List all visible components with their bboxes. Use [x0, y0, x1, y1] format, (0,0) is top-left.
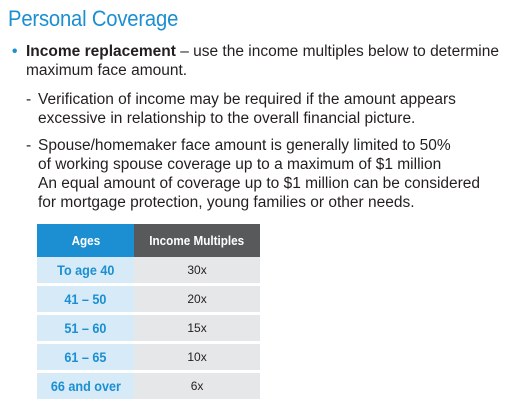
table-row: 66 and over 6x: [37, 371, 260, 402]
table-row: 61 – 65 10x: [37, 342, 260, 373]
multiple-cell: 15x: [134, 313, 260, 344]
table-header-row: Ages Income Multiples: [37, 224, 260, 257]
age-cell: 61 – 65: [37, 342, 135, 373]
sub-item-spouse-limit: - Spouse/homemaker face amount is genera…: [26, 136, 502, 212]
multiple-cell: 30x: [134, 257, 260, 286]
column-header-ages: Ages: [37, 224, 135, 257]
sub-item-line: Spouse/homemaker face amount is generall…: [38, 137, 451, 154]
age-cell: 41 – 50: [37, 284, 135, 315]
page-title: Personal Coverage: [8, 6, 179, 31]
table-row: 41 – 50 20x: [37, 284, 260, 315]
multiple-cell: 20x: [134, 284, 260, 315]
sub-item-line: An equal amount of coverage up to $1 mil…: [38, 175, 481, 192]
multiple-cell: 6x: [134, 371, 260, 402]
sub-item-line: for mortgage protection, young families …: [38, 194, 415, 211]
age-cell: To age 40: [37, 257, 135, 286]
bullet-dot: •: [12, 43, 18, 60]
age-cell: 51 – 60: [37, 313, 135, 344]
sub-item-dash: -: [26, 137, 32, 154]
sub-item-line: Verification of income may be required i…: [38, 91, 456, 108]
income-replacement-bullet: • Income replacement – use the income mu…: [12, 42, 502, 80]
bullet-text-line1: – use the income multiples below to dete…: [175, 43, 499, 60]
age-cell: 66 and over: [37, 371, 135, 402]
column-header-income-multiples: Income Multiples: [134, 224, 260, 257]
table-row: 51 – 60 15x: [37, 313, 260, 344]
sub-item-line: of working spouse coverage up to a maxim…: [38, 156, 442, 173]
sub-item-line: excessive in relationship to the overall…: [38, 110, 416, 127]
bullet-label: Income replacement: [26, 43, 176, 60]
table-row: To age 40 30x: [37, 257, 260, 286]
multiple-cell: 10x: [134, 342, 260, 373]
sub-item-dash: -: [26, 91, 32, 108]
bullet-text-line2: maximum face amount.: [26, 62, 188, 79]
income-multiples-table: Ages Income Multiples To age 40 30x 41 –…: [37, 224, 260, 402]
sub-item-verification: - Verification of income may be required…: [26, 90, 502, 128]
